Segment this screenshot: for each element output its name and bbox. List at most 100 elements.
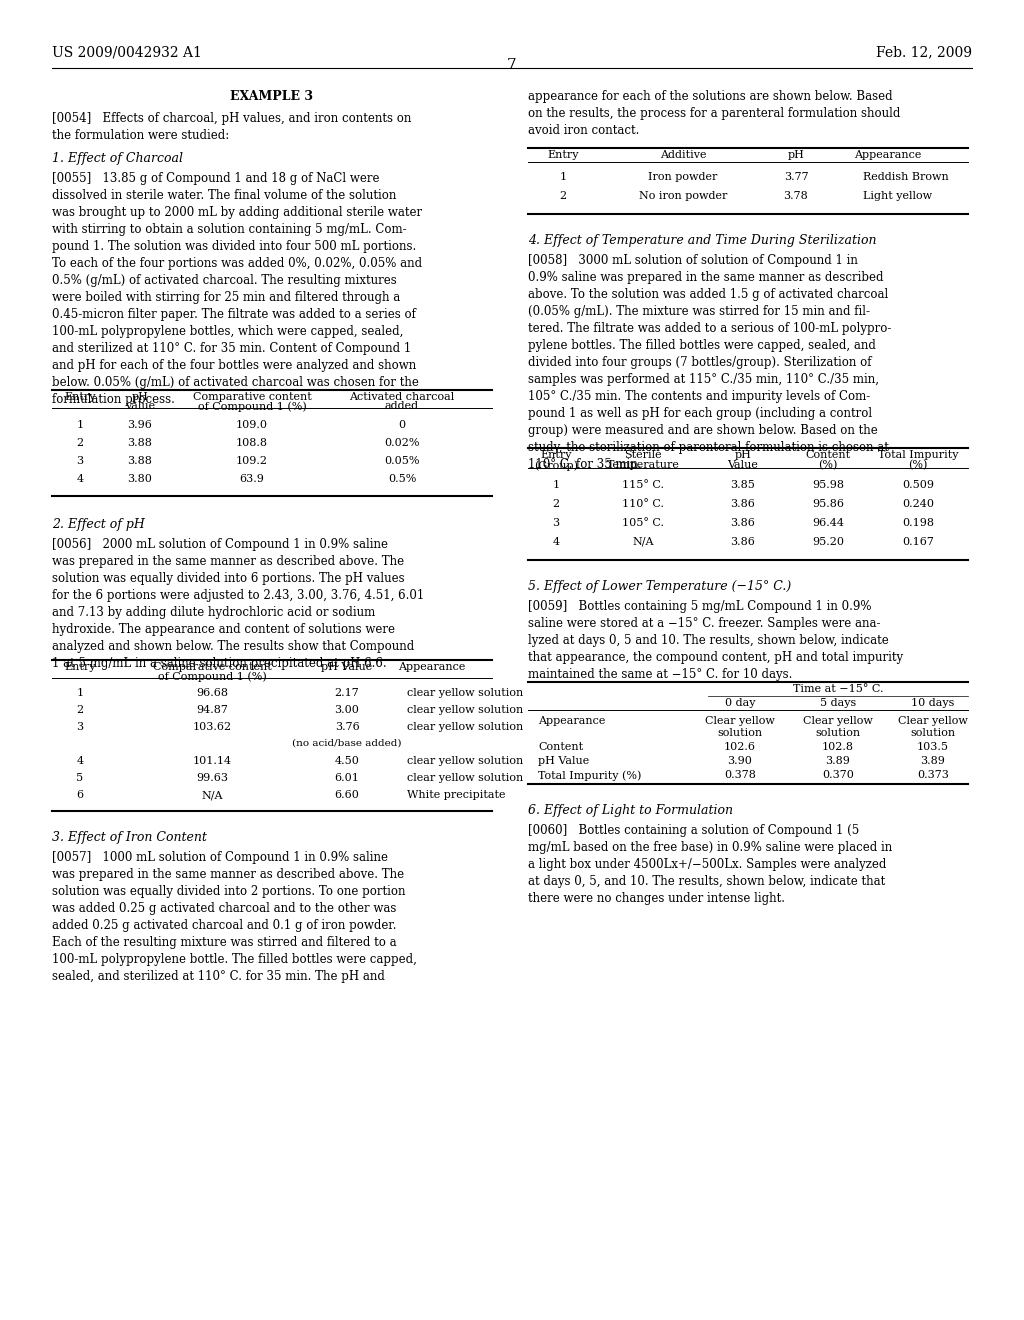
Text: Activated charcoal: Activated charcoal [349, 392, 455, 403]
Text: [0059]   Bottles containing 5 mg/mL Compound 1 in 0.9%
saline were stored at a −: [0059] Bottles containing 5 mg/mL Compou… [528, 601, 903, 681]
Text: Sterile: Sterile [625, 450, 662, 459]
Text: 3: 3 [552, 517, 559, 528]
Text: 105° C.: 105° C. [622, 517, 664, 528]
Text: 3.00: 3.00 [335, 705, 359, 715]
Text: 1: 1 [559, 172, 566, 182]
Text: 2: 2 [77, 438, 84, 447]
Text: clear yellow solution: clear yellow solution [407, 774, 523, 783]
Text: 6.01: 6.01 [335, 774, 359, 783]
Text: 2: 2 [77, 705, 84, 715]
Text: Content: Content [806, 450, 851, 459]
Text: of Compound 1 (%): of Compound 1 (%) [158, 671, 266, 681]
Text: 108.8: 108.8 [236, 438, 268, 447]
Text: clear yellow solution: clear yellow solution [407, 756, 523, 766]
Text: 1: 1 [552, 480, 559, 490]
Text: pH: pH [131, 392, 148, 403]
Text: 95.20: 95.20 [812, 537, 844, 546]
Text: 6. Effect of Light to Formulation: 6. Effect of Light to Formulation [528, 804, 733, 817]
Text: 115° C.: 115° C. [622, 480, 664, 490]
Text: clear yellow solution: clear yellow solution [407, 705, 523, 715]
Text: 4: 4 [77, 474, 84, 484]
Text: N/A: N/A [632, 537, 653, 546]
Text: 0.509: 0.509 [902, 480, 934, 490]
Text: Entry: Entry [541, 450, 571, 459]
Text: 1. Effect of Charcoal: 1. Effect of Charcoal [52, 152, 183, 165]
Text: 3. Effect of Iron Content: 3. Effect of Iron Content [52, 832, 207, 843]
Text: 10 days: 10 days [911, 698, 954, 708]
Text: (%): (%) [818, 459, 838, 470]
Text: 0.05%: 0.05% [384, 455, 420, 466]
Text: 2: 2 [559, 191, 566, 201]
Text: 3.80: 3.80 [128, 474, 153, 484]
Text: 101.14: 101.14 [193, 756, 231, 766]
Text: N/A: N/A [202, 789, 223, 800]
Text: Additive: Additive [659, 150, 707, 160]
Text: 103.5: 103.5 [918, 742, 949, 752]
Text: pH: pH [787, 150, 805, 160]
Text: 3.85: 3.85 [730, 480, 756, 490]
Text: Feb. 12, 2009: Feb. 12, 2009 [876, 45, 972, 59]
Text: 5: 5 [77, 774, 84, 783]
Text: Appearance: Appearance [538, 715, 605, 726]
Text: White precipitate: White precipitate [407, 789, 506, 800]
Text: 3.88: 3.88 [128, 455, 153, 466]
Text: [0060]   Bottles containing a solution of Compound 1 (5
mg/mL based on the free : [0060] Bottles containing a solution of … [528, 824, 892, 906]
Text: [0055]   13.85 g of Compound 1 and 18 g of NaCl were
dissolved in sterile water.: [0055] 13.85 g of Compound 1 and 18 g of… [52, 172, 422, 407]
Text: 95.98: 95.98 [812, 480, 844, 490]
Text: 2. Effect of pH: 2. Effect of pH [52, 517, 144, 531]
Text: of Compound 1 (%): of Compound 1 (%) [198, 401, 306, 412]
Text: 3.96: 3.96 [128, 420, 153, 430]
Text: 109.2: 109.2 [236, 455, 268, 466]
Text: Reddish Brown: Reddish Brown [863, 172, 949, 182]
Text: Appearance: Appearance [398, 663, 466, 672]
Text: [0058]   3000 mL solution of solution of Compound 1 in
0.9% saline was prepared : [0058] 3000 mL solution of solution of C… [528, 253, 891, 471]
Text: 3.86: 3.86 [730, 537, 756, 546]
Text: 7: 7 [507, 58, 517, 73]
Text: 0.5%: 0.5% [388, 474, 416, 484]
Text: Total Impurity: Total Impurity [878, 450, 958, 459]
Text: 1: 1 [77, 420, 84, 430]
Text: [0054]   Effects of charcoal, pH values, and iron contents on
the formulation we: [0054] Effects of charcoal, pH values, a… [52, 112, 412, 143]
Text: 99.63: 99.63 [196, 774, 228, 783]
Text: Entry: Entry [547, 150, 579, 160]
Text: 3.78: 3.78 [783, 191, 808, 201]
Text: added: added [385, 401, 419, 411]
Text: Value: Value [728, 459, 759, 470]
Text: Comparative content: Comparative content [153, 663, 271, 672]
Text: 4: 4 [77, 756, 84, 766]
Text: 0: 0 [398, 420, 406, 430]
Text: appearance for each of the solutions are shown below. Based
on the results, the : appearance for each of the solutions are… [528, 90, 900, 137]
Text: [0056]   2000 mL solution of Compound 1 in 0.9% saline
was prepared in the same : [0056] 2000 mL solution of Compound 1 in… [52, 539, 424, 671]
Text: 0.02%: 0.02% [384, 438, 420, 447]
Text: 96.68: 96.68 [196, 688, 228, 698]
Text: 3: 3 [77, 455, 84, 466]
Text: Clear yellow
solution: Clear yellow solution [898, 715, 968, 738]
Text: (Group): (Group) [534, 459, 578, 470]
Text: (%): (%) [908, 459, 928, 470]
Text: 102.6: 102.6 [724, 742, 756, 752]
Text: 109.0: 109.0 [236, 420, 268, 430]
Text: (no acid/base added): (no acid/base added) [292, 739, 401, 748]
Text: 0.378: 0.378 [724, 770, 756, 780]
Text: 5 days: 5 days [820, 698, 856, 708]
Text: clear yellow solution: clear yellow solution [407, 688, 523, 698]
Text: 4. Effect of Temperature and Time During Sterilization: 4. Effect of Temperature and Time During… [528, 234, 877, 247]
Text: 3.89: 3.89 [921, 756, 945, 766]
Text: EXAMPLE 3: EXAMPLE 3 [230, 90, 313, 103]
Text: Entry: Entry [65, 663, 96, 672]
Text: 0.167: 0.167 [902, 537, 934, 546]
Text: value: value [125, 401, 155, 411]
Text: 3.89: 3.89 [825, 756, 851, 766]
Text: 102.8: 102.8 [822, 742, 854, 752]
Text: Clear yellow
solution: Clear yellow solution [706, 715, 775, 738]
Text: Entry: Entry [65, 392, 96, 403]
Text: 0.370: 0.370 [822, 770, 854, 780]
Text: No iron powder: No iron powder [639, 191, 727, 201]
Text: 0.240: 0.240 [902, 499, 934, 510]
Text: Appearance: Appearance [854, 150, 922, 160]
Text: 0.373: 0.373 [918, 770, 949, 780]
Text: Comparative content: Comparative content [193, 392, 311, 403]
Text: 63.9: 63.9 [240, 474, 264, 484]
Text: 0 day: 0 day [725, 698, 756, 708]
Text: 0.198: 0.198 [902, 517, 934, 528]
